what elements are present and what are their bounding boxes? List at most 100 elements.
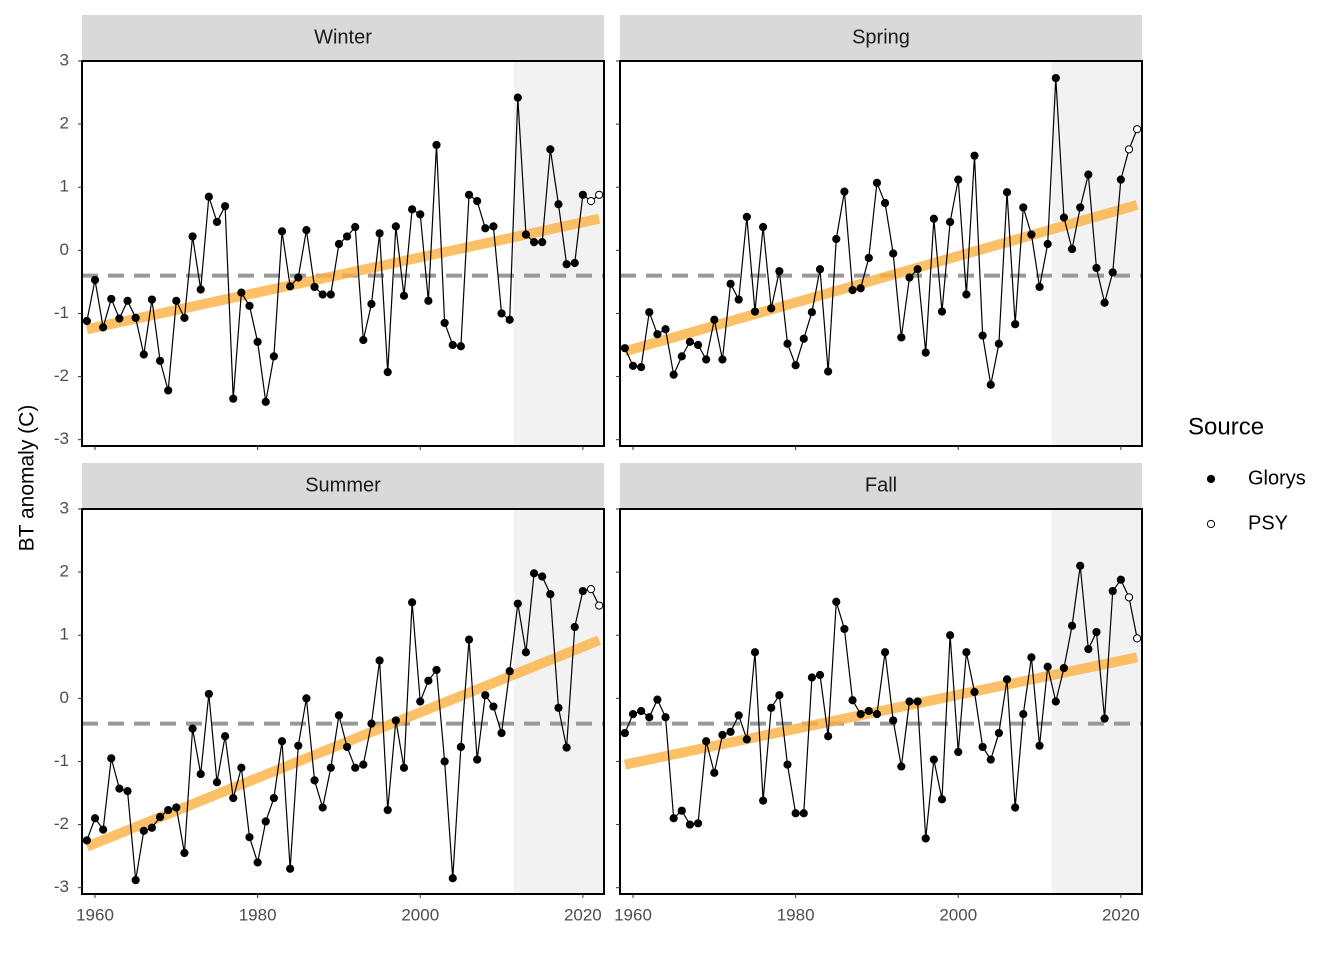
point [164,805,173,815]
point [986,380,995,389]
point [970,151,979,160]
point [123,296,132,305]
point [946,217,955,227]
point [775,691,784,700]
point [767,703,776,712]
point [448,874,457,883]
point [1084,170,1093,179]
point [685,337,695,346]
point [342,232,352,241]
point [783,339,792,348]
point [562,743,571,752]
point [90,275,100,285]
point [840,187,849,196]
point [464,635,474,644]
series-line [624,78,1138,385]
point [578,190,587,199]
point [391,222,400,231]
point [1076,561,1085,570]
panel-title: Summer [305,474,381,496]
point [237,288,246,297]
point [767,304,776,313]
point [628,710,638,719]
panel [82,509,604,894]
point [824,367,833,376]
legend-key [1206,474,1216,484]
point [921,348,930,357]
point [253,858,262,867]
point [351,763,360,772]
point [497,728,506,738]
point [897,333,906,342]
point [986,755,995,764]
trend-line [623,652,1139,770]
point [848,286,857,295]
point [188,724,197,733]
point [440,757,449,766]
point [212,217,222,227]
point [653,695,662,704]
point [245,301,254,310]
panel-title: Fall [865,474,897,496]
point [261,817,270,826]
point [172,803,181,812]
point [645,308,654,317]
strip [82,463,604,509]
point [1084,645,1093,654]
point [521,648,531,657]
point [408,598,417,607]
point [99,825,108,834]
point [669,814,678,823]
series-line [86,572,600,881]
point [1100,714,1109,723]
trend-line [85,213,601,335]
point [1019,710,1028,719]
point [546,590,555,599]
x-tick-label: 2020 [564,905,602,924]
point [1011,320,1020,329]
point [889,716,898,725]
point [521,230,531,239]
y-tick-label: 0 [60,688,69,707]
point [180,313,189,322]
y-tick-label: 2 [60,562,69,581]
point [1116,575,1125,584]
point [962,290,971,299]
point [489,702,498,711]
point [432,665,441,675]
point [204,689,213,699]
legend-label: Glorys [1248,467,1306,489]
x-tick-label: 1960 [614,905,652,924]
point [970,687,979,697]
point [693,819,703,828]
point [578,586,587,596]
point [1133,634,1142,643]
point [294,741,303,750]
point [107,294,116,304]
point [978,331,987,340]
point [1067,621,1077,630]
y-tick-label: 0 [60,240,69,259]
point [872,178,882,187]
panel [620,61,1142,446]
point [669,370,678,379]
point [946,631,955,640]
point [775,267,784,276]
point [586,197,596,206]
point [237,763,246,772]
point [637,706,646,716]
strip [620,463,1142,509]
point [408,205,417,214]
point [750,307,760,316]
y-tick-label: -1 [54,303,69,322]
y-tick-label: -2 [54,814,69,833]
point [718,730,727,740]
point [799,809,808,818]
point [245,833,254,842]
point [880,648,890,657]
point [954,747,963,757]
point [82,316,91,326]
point [994,339,1003,348]
point [1108,586,1117,596]
point [147,823,157,832]
